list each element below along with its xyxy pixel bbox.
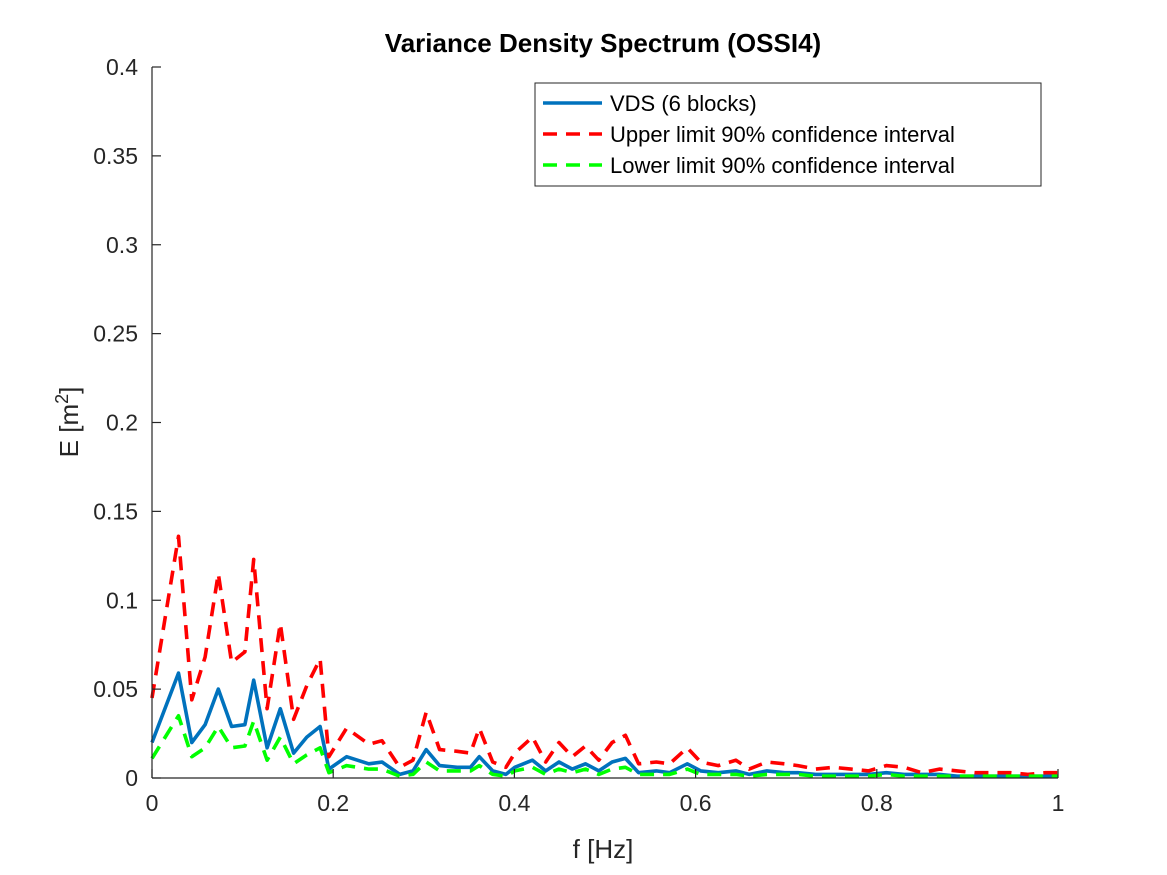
y-axis-title-superscript: 2	[52, 394, 72, 404]
x-tick-label: 0.2	[317, 790, 349, 816]
y-axis-title: E [m2]	[52, 387, 84, 458]
series-line-1	[150, 534, 1058, 777]
y-tick-label: 0.4	[106, 54, 138, 80]
legend-label-0: VDS (6 blocks)	[610, 91, 757, 116]
series-layer	[150, 534, 1058, 779]
legend-label-1: Upper limit 90% confidence interval	[610, 122, 955, 147]
y-tick-label: 0.2	[106, 410, 138, 436]
legend: VDS (6 blocks) Upper limit 90% confidence…	[534, 82, 1042, 187]
x-tick-label: 0.6	[680, 790, 712, 816]
y-tick-label: 0.1	[106, 587, 138, 613]
series-line-0	[150, 671, 1058, 779]
x-tick-label: 0.4	[498, 790, 530, 816]
y-tick-label: 0.05	[93, 676, 138, 702]
chart-title: Variance Density Spectrum (OSSI4)	[385, 28, 821, 58]
y-tick-label: 0.25	[93, 321, 138, 347]
y-tick-label: 0.3	[106, 232, 138, 258]
x-axis-title: f [Hz]	[573, 834, 634, 864]
y-tick-label: 0.35	[93, 143, 138, 169]
y-axis-title-main: E [m	[54, 404, 84, 457]
y-tick-label: 0	[125, 765, 138, 791]
x-tick-label: 1	[1052, 790, 1065, 816]
x-tick-label: 0.8	[861, 790, 893, 816]
y-tick-label: 0.15	[93, 498, 138, 524]
axes-layer: 0 0.2 0.4 0.6 0.8 1 0 0.05 0.1 0.15 0.2 0.25 0.3 0.35…	[93, 54, 1064, 816]
x-tick-label: 0	[146, 790, 159, 816]
legend-label-2: Lower limit 90% confidence interval	[610, 153, 955, 178]
y-axis-title-end: ]	[54, 387, 84, 394]
legend-box	[534, 82, 1042, 187]
